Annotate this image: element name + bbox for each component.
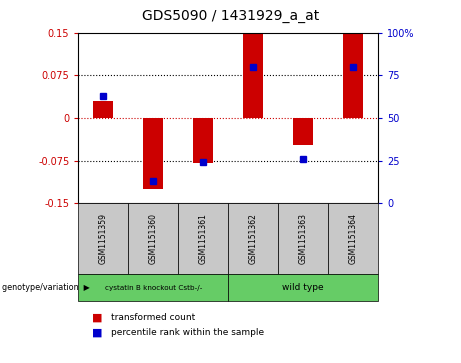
Bar [243,33,263,118]
Bar [143,118,163,189]
Text: percentile rank within the sample: percentile rank within the sample [111,328,264,337]
Text: GSM1151362: GSM1151362 [248,213,258,264]
Text: ■: ■ [92,313,103,323]
Text: GSM1151364: GSM1151364 [349,213,358,264]
Text: wild type: wild type [282,283,324,292]
Bar [293,118,313,145]
Text: GSM1151359: GSM1151359 [99,213,108,264]
Text: transformed count: transformed count [111,313,195,322]
Text: ■: ■ [92,327,103,337]
Text: GSM1151360: GSM1151360 [149,213,158,264]
Bar [343,33,363,118]
Text: GSM1151363: GSM1151363 [299,213,307,264]
Text: GSM1151361: GSM1151361 [199,213,208,264]
Text: cystatin B knockout Cstb-/-: cystatin B knockout Cstb-/- [105,285,202,291]
Bar [193,118,213,163]
Text: genotype/variation  ▶: genotype/variation ▶ [2,283,90,292]
Text: GDS5090 / 1431929_a_at: GDS5090 / 1431929_a_at [142,9,319,23]
Bar [93,101,113,118]
